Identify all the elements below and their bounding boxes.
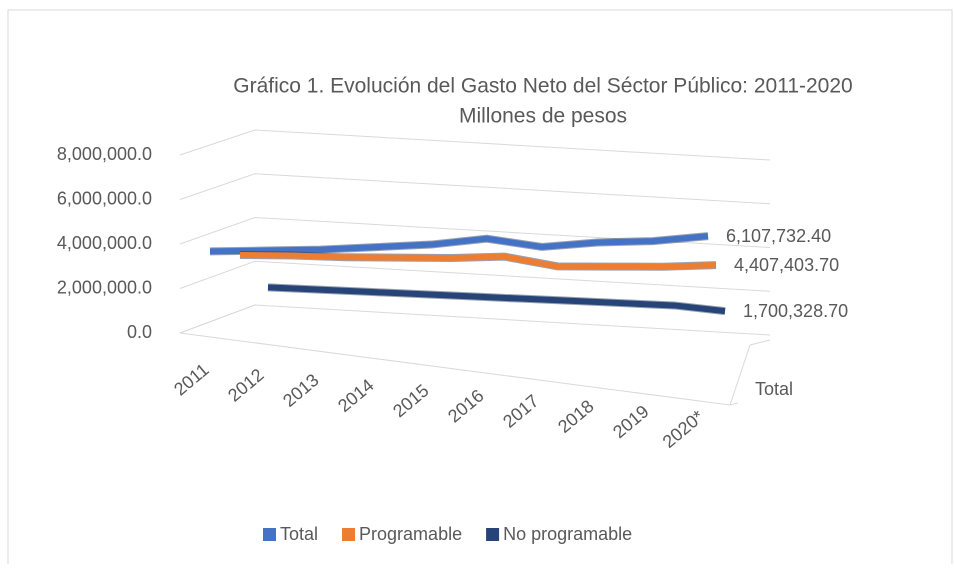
depth-tick-label: Total [755,379,793,399]
legend-swatch [342,528,356,541]
legend-swatch [263,528,276,541]
data-label: 6,107,732.40 [726,226,831,246]
legend-swatch [486,528,500,541]
grid-line [179,304,771,336]
chart-subtitle: Millones de pesos [459,105,627,128]
grid-line [179,260,771,292]
y-tick-label: 2,000,000.0 [57,277,152,297]
depth-tick [749,339,771,346]
grid-line [179,129,771,161]
legend-label: Programable [359,524,462,544]
data-label: 4,407,403.70 [734,255,839,275]
chart-title: Gráfico 1. Evolución del Gasto Neto del … [233,75,852,98]
series-line [267,284,726,315]
y-tick-label: 8,000,000.0 [57,144,152,164]
legend-label: Total [280,524,318,544]
series-line [239,252,717,270]
depth-tick [729,402,739,406]
legend-label: No programable [503,524,632,544]
grid-line [179,216,771,248]
y-tick-label: 6,000,000.0 [57,188,152,208]
y-tick-label: 0.0 [127,322,152,342]
chart-frame [7,9,953,569]
data-label: 1,700,328.70 [743,301,848,321]
series-line [209,233,709,255]
grid-line [179,173,771,205]
y-tick-label: 4,000,000.0 [57,233,152,253]
